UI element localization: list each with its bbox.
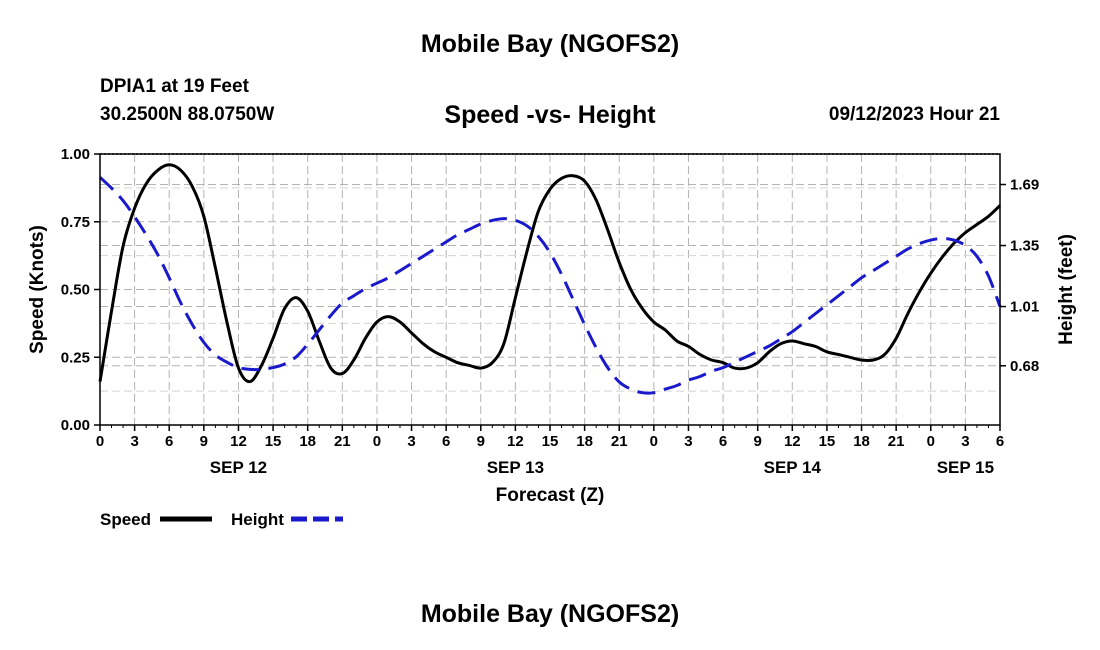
chart-legend: Speed Height — [100, 510, 343, 529]
x-tick-label: 9 — [754, 433, 762, 450]
y-right-tick-label: 1.69 — [1010, 177, 1039, 194]
x-tick-label: 0 — [650, 433, 658, 450]
chart-footer-title: Mobile Bay (NGOFS2) — [420, 600, 680, 628]
y-left-tick-label: 0.50 — [61, 282, 90, 299]
y-left-axis-label: Speed (Knots) — [27, 225, 48, 354]
y-right-tick-label: 1.35 — [1010, 238, 1039, 255]
x-tick-label: 0 — [373, 433, 381, 450]
series-line-speed — [98, 163, 1002, 384]
x-tick-label: 6 — [996, 433, 1004, 450]
x-tick-label: 9 — [200, 433, 208, 450]
y-left-tick-label: 1.00 — [61, 146, 90, 163]
y-left-tick-label: 0.75 — [61, 214, 90, 231]
x-tick-label: 18 — [853, 433, 870, 450]
chart-axes: 0 3 6 9 12 15 18 21 0 3 6 9 12 15 18 21 0 3 6 9 12 15 18 21 0 3 6S… — [27, 146, 1077, 506]
x-tick-label: 0 — [96, 433, 104, 450]
x-tick-label: 6 — [442, 433, 450, 450]
x-tick-label: 12 — [784, 433, 801, 450]
y-right-axis-label: Height (feet) — [1056, 234, 1077, 345]
x-tick-label: 15 — [265, 433, 282, 450]
x-tick-label: 3 — [961, 433, 969, 450]
forecast-timestamp: 09/12/2023 Hour 21 — [828, 104, 1000, 125]
grid-lines — [100, 154, 1000, 425]
x-tick-label: 21 — [334, 433, 351, 450]
x-tick-label: 3 — [130, 433, 138, 450]
date-label: SEP 13 — [487, 458, 544, 477]
x-tick-label: 3 — [407, 433, 415, 450]
x-tick-label: 12 — [230, 433, 247, 450]
y-right-tick-label: 1.01 — [1010, 299, 1039, 316]
y-left-tick-label: 0.00 — [61, 417, 90, 434]
station-coordinates: 30.2500N 88.0750W — [100, 104, 275, 125]
x-tick-label: 6 — [719, 433, 727, 450]
x-axis-label: Forecast (Z) — [496, 485, 605, 506]
chart-subtitle: Speed -vs- Height — [444, 101, 656, 129]
y-right-tick-label: 0.68 — [1010, 358, 1039, 375]
x-tick-label: 0 — [927, 433, 935, 450]
y-left-tick-label: 0.25 — [61, 349, 90, 366]
x-tick-label: 21 — [611, 433, 628, 450]
x-tick-label: 18 — [299, 433, 316, 450]
legend-label-height: Height — [231, 510, 284, 529]
x-tick-label: 9 — [477, 433, 485, 450]
x-tick-label: 12 — [507, 433, 524, 450]
date-label: SEP 14 — [764, 458, 822, 477]
x-tick-label: 6 — [165, 433, 173, 450]
x-tick-label: 3 — [684, 433, 692, 450]
date-label: SEP 12 — [210, 458, 267, 477]
chart-main-title: Mobile Bay (NGOFS2) — [420, 30, 680, 58]
x-tick-label: 18 — [576, 433, 593, 450]
x-tick-label: 15 — [819, 433, 836, 450]
x-tick-label: 15 — [542, 433, 559, 450]
station-name: DPIA1 at 19 Feet — [100, 76, 249, 97]
legend-label-speed: Speed — [100, 510, 151, 529]
date-label: SEP 15 — [937, 458, 994, 477]
series-line-height — [98, 176, 1002, 395]
x-tick-label: 21 — [888, 433, 905, 450]
chart-series — [98, 163, 1002, 395]
